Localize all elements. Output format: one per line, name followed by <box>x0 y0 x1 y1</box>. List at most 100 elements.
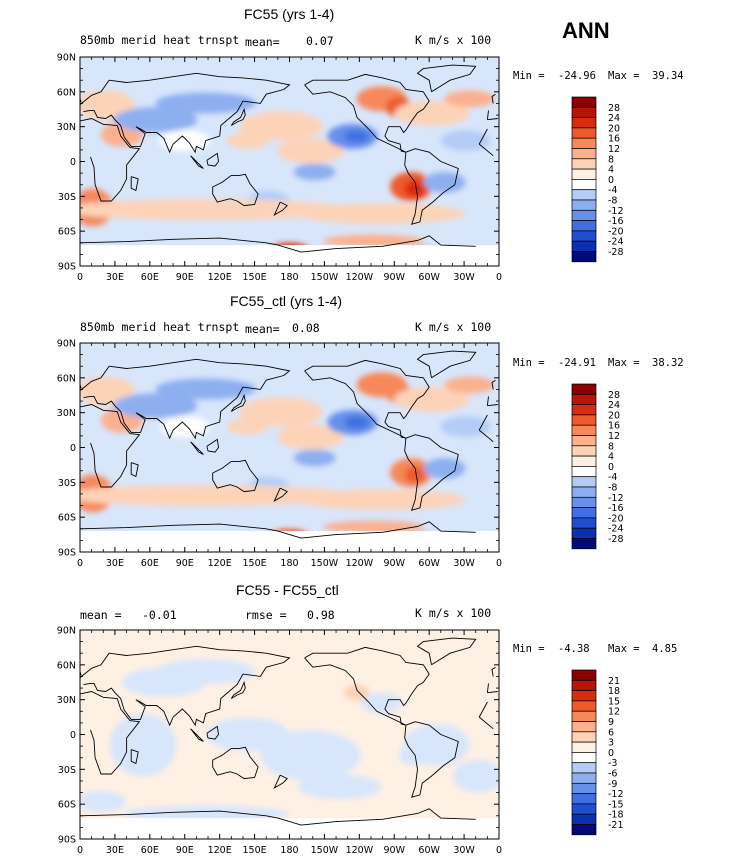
panel-1-title: FC55 (yrs 1-4) <box>244 6 335 22</box>
colorbar-label: 8 <box>608 441 614 452</box>
field-contour-blob <box>113 107 198 133</box>
panel-3-rmse-value: 0.98 <box>307 608 335 622</box>
lat-tick-label: 90N <box>57 53 76 64</box>
lon-tick-label: 30W <box>453 558 475 569</box>
colorbar-label: -12 <box>608 493 624 504</box>
lat-tick-label: 90N <box>57 626 76 637</box>
lon-tick-label: 120W <box>346 558 374 569</box>
lon-tick-label: 150W <box>311 272 339 283</box>
colorbar-box <box>571 772 597 784</box>
colorbar-label: 15 <box>608 696 620 707</box>
lon-tick-label: 60E <box>141 272 159 283</box>
lat-tick-label: 90S <box>58 835 76 846</box>
lon-tick-label: 90W <box>384 272 406 283</box>
colorbar-box <box>571 679 597 691</box>
coastline <box>212 746 259 780</box>
colorbar-box <box>571 721 597 733</box>
panel-1-max-value: 39.34 <box>652 70 684 82</box>
lon-tick-label: 60W <box>418 558 440 569</box>
field-contour-blob <box>297 203 466 225</box>
coastline <box>190 441 204 455</box>
coastline <box>273 201 288 216</box>
lat-tick-label: 30N <box>57 122 76 133</box>
lon-tick-label: 150W <box>311 558 339 569</box>
colorbar-label: -16 <box>608 216 624 227</box>
colorbar-label: 16 <box>608 421 620 432</box>
colorbar-box <box>571 96 597 108</box>
panel-2-min-label: Min = <box>513 357 545 369</box>
colorbar-box <box>571 404 597 416</box>
colorbar-label: 0 <box>608 748 614 759</box>
colorbar-box <box>571 435 597 447</box>
colorbar-box <box>571 168 597 180</box>
field-contour-blob <box>404 180 426 198</box>
coastline <box>491 666 496 677</box>
colorbar-box <box>571 240 597 252</box>
field-contour-blob <box>404 466 426 484</box>
map-field-panel-3 <box>80 630 499 839</box>
colorbar-box <box>571 824 597 836</box>
coastline <box>230 680 246 699</box>
lat-tick-label: 60S <box>58 513 76 524</box>
field-contour-blob <box>239 111 324 141</box>
panel-3-units: K m/s x 100 <box>415 606 492 620</box>
colorbar-label: 21 <box>608 676 620 687</box>
lon-tick-label: 120E <box>208 845 232 856</box>
panel-2-title: FC55_ctl (yrs 1-4) <box>230 293 343 309</box>
field-contour-blob <box>159 130 210 152</box>
colorbar-label: 20 <box>608 123 620 134</box>
coastline <box>404 148 459 225</box>
lon-tick-label: 180 <box>280 558 298 569</box>
coastline <box>478 128 488 145</box>
lon-tick-label: 150E <box>243 845 267 856</box>
panel-1-variable-label: 850mb merid heat trnspt <box>80 33 240 47</box>
field-contour-blob <box>293 449 336 467</box>
lat-tick-label: 0 <box>70 157 76 168</box>
coastline <box>486 396 489 406</box>
season-label: ANN <box>562 18 610 43</box>
coastline <box>273 487 288 502</box>
colorbar-label: 28 <box>608 390 620 401</box>
colorbar-box <box>571 445 597 457</box>
colorbar-label: -8 <box>608 483 617 494</box>
colorbar-box <box>571 669 597 681</box>
field-contour-blob <box>440 130 491 152</box>
lon-tick-label: 120W <box>346 845 374 856</box>
field-contour-blob <box>343 684 370 702</box>
lon-tick-label: 30E <box>106 558 124 569</box>
coastline <box>491 379 496 390</box>
colorbar-box <box>571 199 597 211</box>
colorbar-box <box>571 496 597 508</box>
lat-tick-label: 60N <box>57 87 76 98</box>
colorbar-box <box>571 486 597 498</box>
lon-tick-label: 180 <box>280 272 298 283</box>
colorbar-box <box>571 189 597 201</box>
lon-tick-label: 120E <box>208 558 232 569</box>
lat-tick-label: 30N <box>57 695 76 706</box>
lat-tick-label: 90S <box>58 262 76 273</box>
lon-tick-label: 150E <box>243 558 267 569</box>
field-contour-blob <box>394 386 470 412</box>
coastline <box>206 438 219 453</box>
colorbar-label: -28 <box>608 534 624 545</box>
colorbar-label: 18 <box>608 686 620 697</box>
colorbar-label: -6 <box>608 769 617 780</box>
colorbar-box <box>571 741 597 753</box>
colorbar-box <box>571 383 597 395</box>
lat-tick-label: 60N <box>57 660 76 671</box>
field-contour-blob <box>452 759 499 794</box>
colorbar-box <box>571 106 597 118</box>
colorbar-label: 12 <box>608 431 620 442</box>
panel-1-units: K m/s x 100 <box>415 33 492 47</box>
colorbar-label: 9 <box>608 717 614 728</box>
coastline <box>80 404 141 488</box>
colorbar-box <box>571 393 597 405</box>
colorbar-box <box>571 803 597 815</box>
field-contour-blob <box>423 171 466 193</box>
coastline <box>478 143 494 157</box>
lat-tick-label: 0 <box>70 443 76 454</box>
colorbar-label: 20 <box>608 410 620 421</box>
coastline <box>80 235 476 253</box>
coastline <box>486 110 489 120</box>
